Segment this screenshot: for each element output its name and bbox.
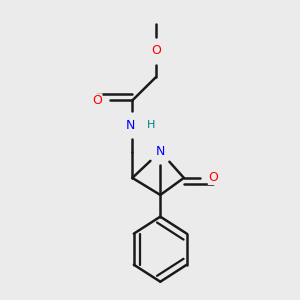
- Text: O: O: [151, 44, 161, 57]
- Text: H: H: [147, 120, 156, 130]
- Text: N: N: [126, 119, 136, 132]
- Text: N: N: [156, 145, 165, 158]
- Text: O: O: [208, 171, 218, 184]
- Text: O: O: [92, 94, 102, 107]
